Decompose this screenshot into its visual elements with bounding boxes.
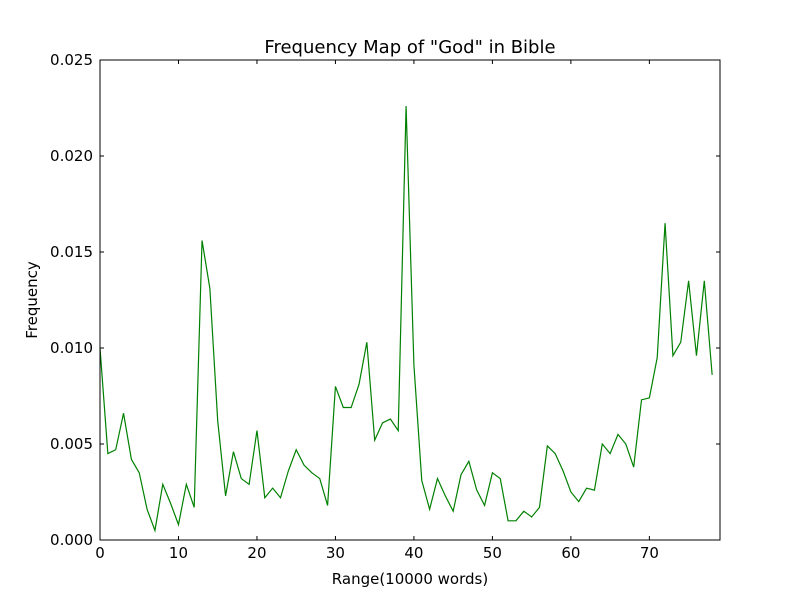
y-tick-label: 0.020 bbox=[50, 147, 93, 165]
plot-frame bbox=[99, 59, 721, 541]
x-tick-label: 60 bbox=[561, 544, 580, 562]
x-tick-label: 0 bbox=[95, 544, 105, 562]
y-tick-label: 0.005 bbox=[50, 435, 93, 453]
x-tick-label: 10 bbox=[169, 544, 188, 562]
y-tick-label: 0.015 bbox=[50, 243, 93, 261]
x-tick-label: 20 bbox=[247, 544, 266, 562]
y-axis-title: Frequency bbox=[23, 261, 41, 339]
series-layer bbox=[99, 106, 713, 533]
x-tick-label: 30 bbox=[326, 544, 345, 562]
ticks-layer: 0 10 20 30 40 50 60 70 0.000 0.005 0.010 0.015 0.020… bbox=[50, 51, 720, 562]
y-tick-label: 0.010 bbox=[50, 339, 93, 357]
y-tick-label: 0.000 bbox=[50, 531, 93, 549]
chart-title: Frequency Map of "God" in Bible bbox=[264, 37, 555, 58]
y-tick-label: 0.025 bbox=[50, 51, 93, 69]
x-tick-label: 70 bbox=[640, 544, 659, 562]
x-tick-label: 50 bbox=[483, 544, 502, 562]
x-tick-label: 40 bbox=[404, 544, 423, 562]
x-axis-title: Range(10000 words) bbox=[332, 570, 488, 588]
